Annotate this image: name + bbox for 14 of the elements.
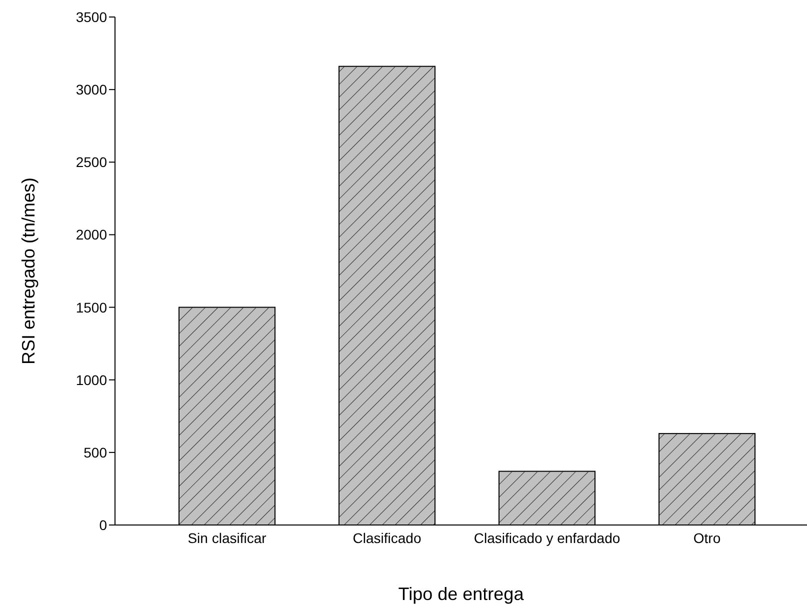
y-tick-label: 2000	[76, 226, 108, 243]
y-tick-label: 0	[99, 516, 108, 533]
y-tick-label: 3000	[76, 82, 108, 98]
y-tick-label: 3500	[76, 8, 108, 25]
x-tick-label: Clasificado y enfardado	[474, 530, 620, 546]
x-tick-label: Clasificado	[352, 530, 422, 546]
y-tick-label: 2500	[76, 154, 108, 170]
y-tick-label: 500	[84, 444, 108, 460]
y-tick-label: 1000	[76, 372, 108, 388]
x-axis-title: Tipo de entrega	[398, 584, 525, 604]
y-axis-title: RSI entregado (tn/mes)	[18, 177, 38, 365]
x-tick-label: Sin clasificar	[188, 530, 267, 546]
x-tick-label: Otro	[693, 530, 721, 546]
y-tick-label: 1500	[76, 299, 108, 316]
